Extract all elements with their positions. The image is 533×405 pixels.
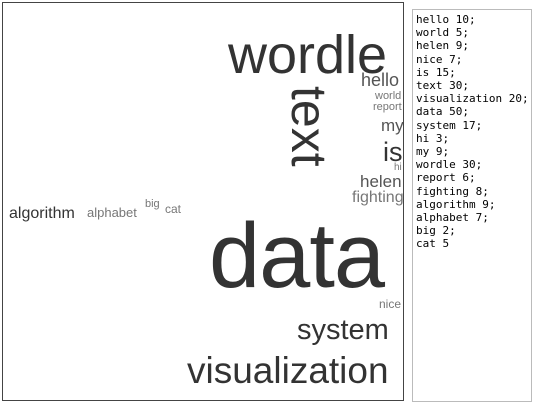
word-entry-line: my 9; [416, 145, 531, 158]
word-entry-line: visualization 20; [416, 92, 531, 105]
word-visualization: visualization [187, 352, 389, 389]
word-data: data [209, 210, 384, 302]
word-hello: hello [361, 71, 399, 89]
word-text: text [284, 86, 334, 167]
word-entry-line: hello 10; [416, 13, 531, 26]
word-big: big [145, 199, 160, 210]
word-entry-line: text 30; [416, 79, 531, 92]
word-algorithm: algorithm [9, 206, 75, 222]
word-entry-line: hi 3; [416, 132, 531, 145]
word-entry-line: big 2; [416, 224, 531, 237]
word-nice: nice [379, 298, 401, 310]
word-cloud-canvas: wordle text hello world report my is hi … [2, 2, 404, 401]
word-fighting: fighting [352, 190, 404, 206]
word-system: system [297, 316, 389, 345]
word-list-textarea[interactable]: hello 10; world 5; helen 9; nice 7; is 1… [412, 9, 532, 402]
word-my: my [381, 117, 404, 134]
word-entry-line: wordle 30; [416, 158, 531, 171]
word-entry-line: fighting 8; [416, 185, 531, 198]
word-entry-line: cat 5 [416, 237, 531, 250]
word-entry-line: algorithm 9; [416, 198, 531, 211]
word-entry-line: is 15; [416, 66, 531, 79]
word-entry-line: nice 7; [416, 53, 531, 66]
word-entry-line: world 5; [416, 26, 531, 39]
word-report: report [373, 102, 402, 113]
word-cat: cat [165, 203, 181, 215]
word-helen: helen [360, 173, 402, 190]
word-entry-line: helen 9; [416, 39, 531, 52]
word-entry-line: system 17; [416, 119, 531, 132]
word-entry-line: report 6; [416, 171, 531, 184]
word-entry-line: data 50; [416, 105, 531, 118]
word-entry-line: alphabet 7; [416, 211, 531, 224]
word-alphabet: alphabet [87, 206, 137, 219]
